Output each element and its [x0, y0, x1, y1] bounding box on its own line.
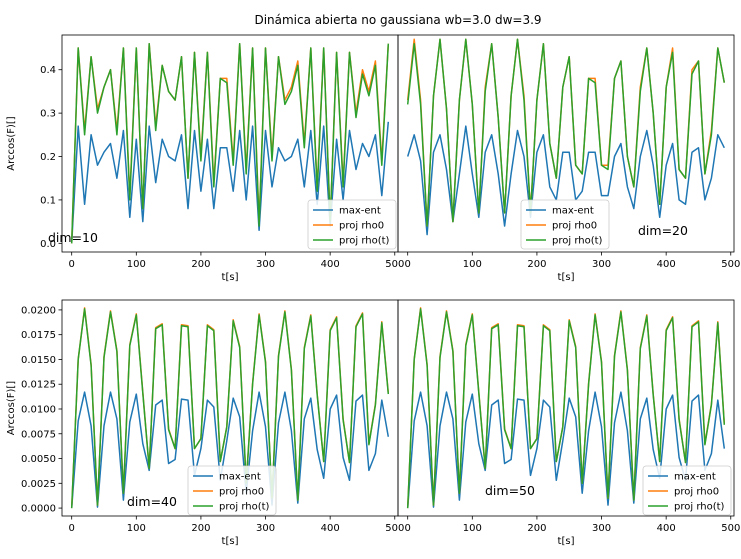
x-tick-label: 0	[405, 523, 411, 534]
y-tick-label: 0.0050	[21, 454, 56, 465]
legend-label: proj rho(t)	[552, 236, 603, 247]
series-line-1	[70, 391, 390, 509]
subplot-1: 0 100 200 300 400 500 0.0 0.1 0.2 0.3 0.4 t[s] Arcco…	[6, 34, 404, 283]
legend: max-ent proj rho0 proj rho(t)	[307, 199, 397, 250]
x-tick-label: 400	[657, 259, 676, 270]
y-tick-label: 0.0100	[21, 404, 56, 415]
subplot-2: 0 100 200 300 400 500 t[s] dim=20 max-ent proj rh…	[397, 34, 740, 283]
series-line-3	[406, 38, 726, 227]
x-tick-label: 300	[592, 523, 611, 534]
x-axis-label: t[s]	[222, 272, 239, 283]
dimension-annotation: dim=40	[127, 494, 177, 509]
series-line-1	[70, 121, 390, 244]
dimension-annotation: dim=50	[485, 483, 535, 498]
y-tick-label: 0.3	[40, 109, 56, 120]
series-line-3	[70, 42, 390, 244]
x-tick-label: 300	[256, 523, 275, 534]
x-tick-label: 0	[405, 259, 411, 270]
legend-box	[307, 199, 397, 250]
series-line-3	[70, 308, 390, 509]
x-tick-label: 400	[321, 259, 340, 270]
legend-box	[642, 465, 732, 516]
x-tick-label: 500	[385, 259, 404, 270]
x-tick-label: 200	[527, 259, 546, 270]
y-axis-label: Arccos(F)[]	[6, 116, 17, 171]
figure-title: Dinámica abierta no gaussiana wb=3.0 dw=…	[254, 13, 541, 27]
legend: max-ent proj rho0 proj rho(t)	[520, 199, 610, 250]
series-line-1	[406, 391, 726, 509]
legend-label: proj rho(t)	[674, 502, 725, 513]
x-tick-label: 200	[191, 523, 210, 534]
x-tick-label: 100	[463, 523, 482, 534]
x-tick-label: 500	[721, 523, 740, 534]
x-tick-label: 400	[657, 523, 676, 534]
legend-label: proj rho(t)	[219, 502, 270, 513]
series-line-1	[406, 125, 725, 236]
legend: max-ent proj rho0 proj rho(t)	[187, 465, 277, 516]
x-tick-label: 100	[463, 259, 482, 270]
x-tick-label: 500	[721, 259, 740, 270]
y-tick-label: 0.0000	[21, 504, 56, 515]
x-tick-label: 100	[127, 523, 146, 534]
x-axis-label: t[s]	[558, 272, 575, 283]
x-tick-label: 500	[385, 523, 404, 534]
x-tick-label: 300	[592, 259, 611, 270]
series-line-3	[406, 308, 726, 509]
y-tick-label: 0.4	[40, 65, 56, 76]
x-tick-label: 300	[256, 259, 275, 270]
y-tick-label: 0.1	[40, 195, 56, 206]
x-tick-label: 0	[69, 259, 75, 270]
legend-label: proj rho0	[339, 221, 384, 232]
y-tick-label: 0.2	[40, 152, 56, 163]
x-axis-label: t[s]	[222, 536, 239, 547]
legend-label: max-ent	[552, 206, 594, 217]
x-tick-label: 400	[321, 523, 340, 534]
legend-box	[520, 199, 610, 250]
y-tick-label: 0.0175	[21, 330, 56, 341]
y-tick-label: 0.0200	[21, 305, 56, 316]
x-axis-label: t[s]	[558, 536, 575, 547]
subplot-4: 0 100 200 300 400 500 t[s] dim=50 max-ent proj rh…	[397, 299, 740, 547]
axes-frame	[397, 34, 735, 253]
y-tick-label: 0.0	[40, 239, 56, 250]
y-tick-label: 0.0125	[21, 380, 56, 391]
legend-label: proj rho0	[674, 487, 719, 498]
dimension-annotation: dim=20	[638, 223, 688, 238]
legend: max-ent proj rho0 proj rho(t)	[642, 465, 732, 516]
legend-label: max-ent	[219, 472, 261, 483]
legend-label: max-ent	[339, 206, 381, 217]
y-tick-label: 0.0025	[21, 479, 56, 490]
subplot-3: 0 100 200 300 400 500 0.0000 0.0025 0.0050 0.0075…	[6, 299, 404, 547]
y-tick-label: 0.0075	[21, 429, 56, 440]
legend-label: max-ent	[674, 472, 716, 483]
x-tick-label: 100	[127, 259, 146, 270]
legend-box	[187, 465, 277, 516]
axes-frame	[397, 299, 735, 517]
x-tick-label: 0	[69, 523, 75, 534]
y-tick-label: 0.0150	[21, 355, 56, 366]
x-tick-label: 200	[191, 259, 210, 270]
x-tick-label: 200	[527, 523, 546, 534]
y-axis-label: Arccos(F)[]	[6, 381, 17, 436]
legend-label: proj rho0	[219, 487, 264, 498]
dimension-annotation: dim=10	[48, 230, 98, 245]
legend-label: proj rho0	[552, 221, 597, 232]
legend-label: proj rho(t)	[339, 236, 390, 247]
